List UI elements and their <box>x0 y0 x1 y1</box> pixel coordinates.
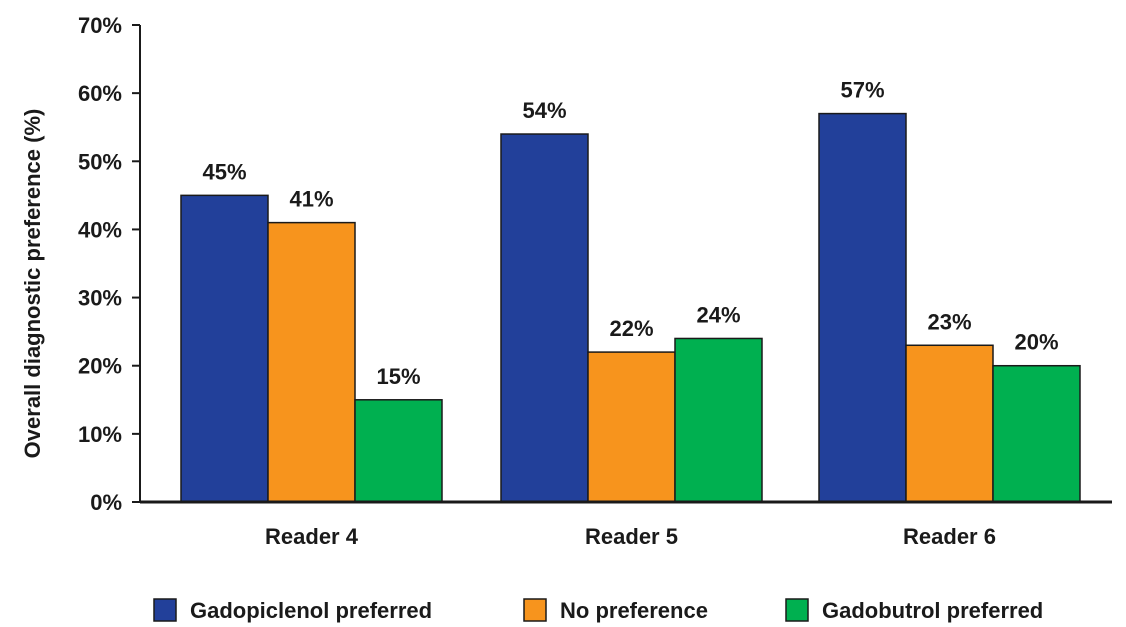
bars <box>180 112 1081 503</box>
y-tick-label: 30% <box>78 286 122 311</box>
y-tick-label: 60% <box>78 81 122 106</box>
legend-label: Gadopiclenol preferred <box>190 598 432 623</box>
data-label: 15% <box>376 364 420 389</box>
data-label: 57% <box>840 78 884 103</box>
x-tick-label: Reader 6 <box>903 524 996 549</box>
data-label: 20% <box>1014 330 1058 355</box>
bar <box>267 221 356 503</box>
axes <box>139 25 1112 504</box>
x-axis-ticks: Reader 4 Reader 5 Reader 6 <box>265 524 996 549</box>
bar <box>587 351 676 503</box>
legend-label: No preference <box>560 598 708 623</box>
data-labels: 45% 41% 15% 54% 22% 24% 57% 23% 20% <box>202 78 1058 389</box>
y-tick-label: 10% <box>78 422 122 447</box>
x-tick-label: Reader 4 <box>265 524 359 549</box>
data-label: 54% <box>522 98 566 123</box>
y-axis-title: Overall diagnostic preference (%) <box>20 109 45 459</box>
y-tick-label: 0% <box>90 490 122 515</box>
data-label: 45% <box>202 159 246 184</box>
bar <box>905 344 994 503</box>
y-tick-label: 40% <box>78 217 122 242</box>
legend: Gadopiclenol preferred No preference Gadob… <box>153 598 1043 623</box>
data-label: 24% <box>696 302 740 327</box>
bar <box>818 112 907 503</box>
data-label: 41% <box>289 187 333 212</box>
bar <box>500 133 589 503</box>
y-tick-label: 20% <box>78 354 122 379</box>
legend-swatch <box>523 598 547 622</box>
y-tick-label: 70% <box>78 13 122 38</box>
legend-swatch <box>153 598 177 622</box>
x-tick-label: Reader 5 <box>585 524 678 549</box>
data-label: 22% <box>609 316 653 341</box>
y-tick-label: 50% <box>78 149 122 174</box>
legend-swatch <box>785 598 809 622</box>
bar <box>992 364 1081 503</box>
bar <box>180 194 269 503</box>
data-label: 23% <box>927 309 971 334</box>
y-axis-ticks: 0% 10% 20% 30% 40% 50% 60% 70% <box>78 13 140 515</box>
bar <box>674 337 763 503</box>
bar <box>354 399 443 503</box>
legend-label: Gadobutrol preferred <box>822 598 1043 623</box>
